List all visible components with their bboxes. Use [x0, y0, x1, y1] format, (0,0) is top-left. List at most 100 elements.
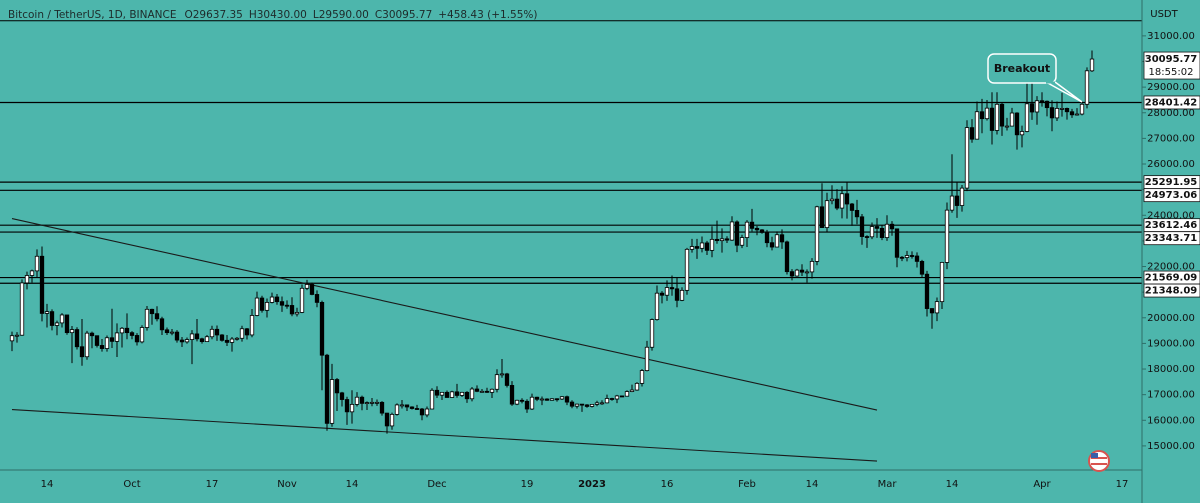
- price-label-box: [1143, 51, 1200, 80]
- candle-body: [989, 107, 995, 131]
- y-tick-label: 24000.00: [1147, 210, 1195, 221]
- candle-body: [849, 203, 855, 211]
- candle-body: [439, 391, 445, 396]
- candle-body: [914, 255, 920, 262]
- candle-body: [104, 337, 110, 349]
- candle-body: [599, 402, 605, 405]
- candle-body: [1029, 103, 1035, 113]
- candle-body: [814, 206, 820, 262]
- candle-body: [474, 388, 480, 392]
- candle-body: [939, 262, 945, 303]
- candle-body: [759, 229, 765, 233]
- candle-body: [1009, 112, 1015, 127]
- flag-icon: [1088, 450, 1110, 472]
- x-tick-label: Mar: [878, 479, 898, 490]
- level-label-box: [1143, 188, 1200, 203]
- candle-body: [204, 336, 210, 343]
- candle-body: [269, 296, 275, 303]
- level-label: 28401.42: [1145, 97, 1198, 108]
- candle-body: [24, 275, 30, 284]
- candle-body: [909, 255, 915, 257]
- candle-body: [604, 398, 610, 404]
- candle-body: [764, 232, 770, 244]
- candle-body: [594, 402, 600, 405]
- candle-body: [924, 273, 930, 309]
- candle-body: [444, 391, 450, 398]
- y-tick-label: 16000.00: [1147, 415, 1195, 426]
- candle-body: [379, 401, 385, 414]
- candle-body: [644, 346, 650, 371]
- y-tick-label: 26000.00: [1147, 159, 1195, 170]
- candle-body: [354, 396, 360, 405]
- candle-body: [899, 256, 905, 259]
- candle-body: [394, 404, 400, 415]
- candle-body: [529, 396, 535, 410]
- candle-body: [979, 111, 985, 120]
- candle-body: [334, 379, 340, 394]
- level-label: 21348.09: [1145, 286, 1198, 297]
- level-label: 21569.09: [1145, 273, 1198, 284]
- candle-body: [864, 236, 870, 238]
- candle-body: [254, 297, 260, 316]
- candle-body: [49, 311, 55, 326]
- candle-body: [724, 238, 730, 241]
- candle-body: [259, 297, 265, 311]
- level-label: 23612.46: [1145, 220, 1198, 231]
- y-tick-label: 31000.00: [1147, 31, 1195, 42]
- ohlc-close: C30095.77: [375, 9, 432, 21]
- candle-body: [339, 392, 345, 400]
- candle-body: [169, 331, 175, 334]
- x-tick-label: 14: [41, 479, 54, 490]
- candle-body: [754, 227, 760, 231]
- candle-body: [459, 391, 465, 396]
- candle-body: [184, 339, 190, 343]
- candle-body: [949, 195, 955, 211]
- candle-body: [659, 292, 665, 296]
- candle-body: [934, 301, 940, 314]
- candle-body: [114, 332, 120, 342]
- callout-text: Breakout: [994, 62, 1050, 75]
- candle-body: [879, 227, 885, 238]
- candle-body: [464, 391, 470, 400]
- candle-body: [399, 404, 405, 407]
- candle-body: [179, 339, 185, 343]
- level-label: 25291.95: [1145, 177, 1198, 188]
- candle-body: [999, 103, 1005, 127]
- candle-body: [684, 248, 690, 291]
- candle-body: [419, 408, 425, 416]
- candle-body: [654, 292, 660, 320]
- ohlc-low: L29590.00: [313, 9, 369, 21]
- y-tick-label: 15000.00: [1147, 441, 1195, 452]
- candle-body: [784, 241, 790, 273]
- candle-body: [479, 390, 485, 393]
- candle-body: [99, 345, 105, 349]
- candle-body: [544, 398, 550, 401]
- x-tick-label: 19: [521, 479, 534, 490]
- candle-body: [574, 403, 580, 407]
- candle-body: [44, 311, 50, 314]
- candle-body: [819, 206, 825, 228]
- callout-box: [987, 53, 1057, 84]
- trendline: [11, 218, 878, 411]
- candle-body: [714, 238, 720, 242]
- candle-body: [19, 282, 25, 336]
- candle-body: [894, 228, 900, 258]
- candle-body: [1024, 103, 1030, 132]
- candle-body: [164, 329, 170, 334]
- candle-body: [199, 338, 205, 343]
- level-label: 23343.71: [1145, 233, 1198, 244]
- candle-body: [209, 328, 215, 338]
- candle-body: [29, 270, 35, 276]
- candle-body: [1079, 103, 1085, 115]
- y-tick-label: 17000.00: [1147, 390, 1195, 401]
- candle-body: [1019, 131, 1025, 136]
- candle-body: [239, 328, 245, 339]
- candle-body: [844, 193, 850, 205]
- candle-body: [804, 271, 810, 274]
- countdown-label: 18:55:02: [1149, 67, 1194, 78]
- level-label-box: [1143, 95, 1200, 110]
- candle-body: [984, 107, 990, 120]
- candle-body: [789, 271, 795, 277]
- candle-body: [704, 242, 710, 251]
